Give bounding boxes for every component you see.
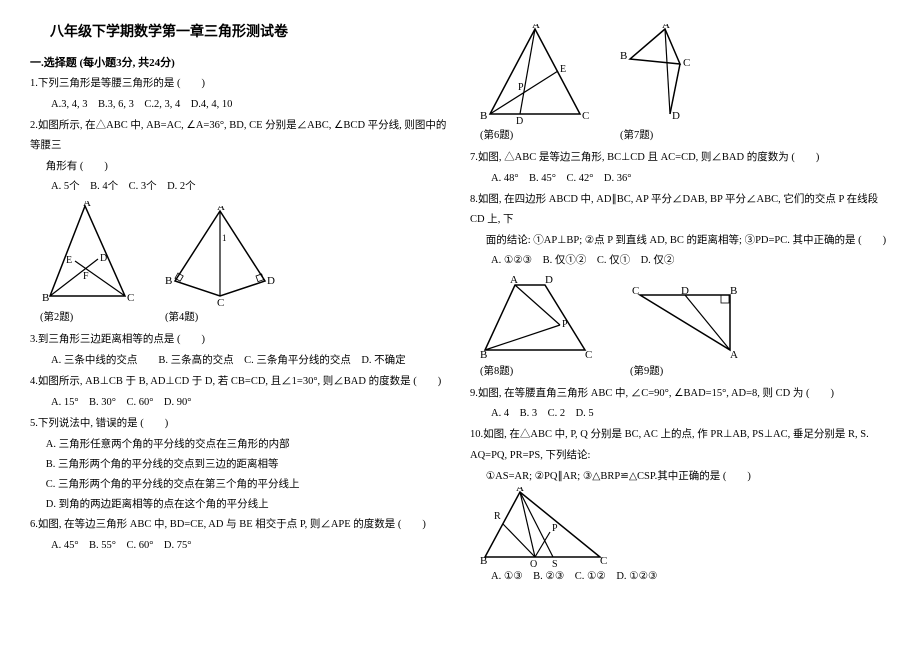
question-2: 2.如图所示, 在△ABC 中, AB=AC, ∠A=36°, BD, CE 分…	[30, 116, 450, 156]
figure-row-6-7: A B C D E P (第6题) A B C D	[480, 24, 890, 146]
q5-opt-d: D. 到角的两边距离相等的点在这个角的平分线上	[30, 495, 450, 515]
svg-text:P: P	[562, 319, 568, 330]
svg-text:B: B	[480, 349, 487, 360]
svg-text:C: C	[217, 297, 224, 306]
figure-q8: A D B C P (第8题)	[480, 275, 600, 382]
question-5: 5.下列说法中, 错误的是 ( )	[30, 414, 450, 434]
svg-text:A: A	[217, 206, 225, 213]
svg-text:D: D	[545, 275, 553, 286]
q4-options: A. 15° B. 30° C. 60° D. 90°	[30, 393, 450, 413]
q5-opt-b: B. 三角形两个角的平分线的交点到三边的距离相等	[30, 455, 450, 475]
figure-q2: A B C D E F (第2题)	[40, 201, 135, 328]
svg-text:P: P	[552, 523, 558, 534]
triangle-q2-icon: A B C D E F	[40, 201, 135, 306]
question-1: 1.下列三角形是等腰三角形的是 ( )	[30, 74, 450, 94]
svg-text:R: R	[494, 511, 501, 522]
figure-q7: A B C D (第7题)	[620, 24, 720, 146]
svg-text:A: A	[510, 275, 518, 286]
q1-options: A.3, 4, 3 B.3, 6, 3 C.2, 3, 4 D.4, 4, 10	[30, 95, 450, 115]
question-8: 8.如图, 在四边形 ABCD 中, AD∥BC, AP 平分∠DAB, BP …	[470, 190, 890, 230]
triangle-q9-icon: C D B A	[630, 285, 745, 360]
q5-opt-a: A. 三角形任意两个角的平分线的交点在三角形的内部	[30, 435, 450, 455]
quad-q8-icon: A D B C P	[480, 275, 600, 360]
svg-text:C: C	[600, 555, 607, 567]
question-9: 9.如图, 在等腰直角三角形 ABC 中, ∠C=90°, ∠BAD=15°, …	[470, 384, 890, 404]
svg-text:S: S	[552, 559, 558, 567]
q5-opt-c: C. 三角形两个角的平分线的交点在第三个角的平分线上	[30, 475, 450, 495]
svg-text:C: C	[127, 292, 134, 304]
question-10b: AQ=PQ, PR=PS, 下列结论:	[470, 446, 890, 466]
caption-q7: (第7题)	[620, 126, 720, 146]
figure-row-8-9: A D B C P (第8题) C D B A (第9题)	[480, 275, 890, 382]
left-column: 八年级下学期数学第一章三角形测试卷 一.选择题 (每小题3分, 共24分) 1.…	[30, 20, 450, 630]
svg-text:A: A	[662, 24, 670, 31]
svg-text:A: A	[516, 487, 524, 494]
svg-text:C: C	[632, 285, 639, 297]
svg-text:C: C	[585, 349, 592, 360]
question-2b: 角形有 ( )	[30, 157, 450, 177]
svg-text:E: E	[66, 255, 72, 266]
svg-text:B: B	[730, 285, 737, 297]
q7-options: A. 48° B. 45° C. 42° D. 36°	[470, 169, 890, 189]
question-6: 6.如图, 在等边三角形 ABC 中, BD=CE, AD 与 BE 相交于点 …	[30, 515, 450, 535]
q6-options: A. 45° B. 55° C. 60° D. 75°	[30, 536, 450, 556]
caption-q9: (第9题)	[630, 362, 745, 382]
figure-q9: C D B A (第9题)	[630, 285, 745, 382]
svg-text:D: D	[672, 110, 680, 122]
q9-options: A. 4 B. 3 C. 2 D. 5	[470, 404, 890, 424]
svg-text:D: D	[516, 116, 523, 124]
question-10: 10.如图, 在△ABC 中, P, Q 分别是 BC, AC 上的点, 作 P…	[470, 425, 890, 445]
svg-text:C: C	[582, 110, 589, 122]
svg-text:A: A	[730, 349, 738, 360]
caption-q6: (第6题)	[480, 126, 590, 146]
svg-text:E: E	[560, 64, 566, 75]
q8-options: A. ①②③ B. 仅①② C. 仅① D. 仅②	[470, 251, 890, 271]
caption-q8: (第8题)	[480, 362, 600, 382]
svg-text:D: D	[681, 285, 689, 297]
question-8b: 面的结论: ①AP⊥BP; ②点 P 到直线 AD, BC 的距离相等; ③PD…	[470, 231, 890, 251]
svg-text:B: B	[42, 292, 49, 304]
svg-text:C: C	[683, 57, 690, 69]
question-3: 3.到三角形三边距离相等的点是 ( )	[30, 330, 450, 350]
svg-text:B: B	[480, 555, 487, 567]
question-7: 7.如图, △ABC 是等边三角形, BC⊥CD 且 AC=CD, 则∠BAD …	[470, 148, 890, 168]
svg-text:F: F	[83, 271, 89, 282]
caption-q2: (第2题)	[40, 308, 135, 328]
caption-q4: (第4题)	[165, 308, 280, 328]
svg-text:B: B	[620, 50, 627, 62]
triangle-q4-icon: A B C D 1	[165, 206, 280, 306]
svg-text:D: D	[267, 275, 275, 287]
triangle-q7-icon: A B C D	[620, 24, 720, 124]
question-4: 4.如图所示, AB⊥CB 于 B, AD⊥CD 于 D, 若 CB=CD, 且…	[30, 372, 450, 392]
triangle-q10-icon: A B C R P Q S	[480, 487, 610, 567]
q3-options: A. 三条中线的交点 B. 三条高的交点 C. 三条角平分线的交点 D. 不确定	[30, 351, 450, 371]
svg-text:D: D	[100, 253, 107, 264]
svg-text:A: A	[532, 24, 540, 31]
svg-text:1: 1	[222, 233, 227, 243]
svg-text:Q: Q	[530, 559, 538, 567]
figure-q6: A B C D E P (第6题)	[480, 24, 590, 146]
q2-options: A. 5个 B. 4个 C. 3个 D. 2个	[30, 177, 450, 197]
right-column: A B C D E P (第6题) A B C D	[470, 20, 890, 630]
triangle-q6-icon: A B C D E P	[480, 24, 590, 124]
question-10c: ①AS=AR; ②PQ∥AR; ③△BRP≌△CSP.其中正确的是 ( )	[470, 467, 890, 487]
svg-text:A: A	[83, 201, 91, 209]
svg-text:B: B	[165, 275, 172, 287]
figure-row-2-4: A B C D E F (第2题) A B C D	[40, 201, 450, 328]
exam-page: 八年级下学期数学第一章三角形测试卷 一.选择题 (每小题3分, 共24分) 1.…	[0, 0, 920, 650]
figure-q10: A B C R P Q S	[480, 487, 890, 567]
figure-q4: A B C D 1 (第4题)	[165, 206, 280, 328]
svg-text:P: P	[518, 82, 524, 93]
q10-options: A. ①③ B. ②③ C. ①② D. ①②③	[470, 567, 890, 587]
svg-text:B: B	[480, 110, 487, 122]
section-heading: 一.选择题 (每小题3分, 共24分)	[30, 53, 450, 74]
exam-title: 八年级下学期数学第一章三角形测试卷	[50, 20, 450, 47]
